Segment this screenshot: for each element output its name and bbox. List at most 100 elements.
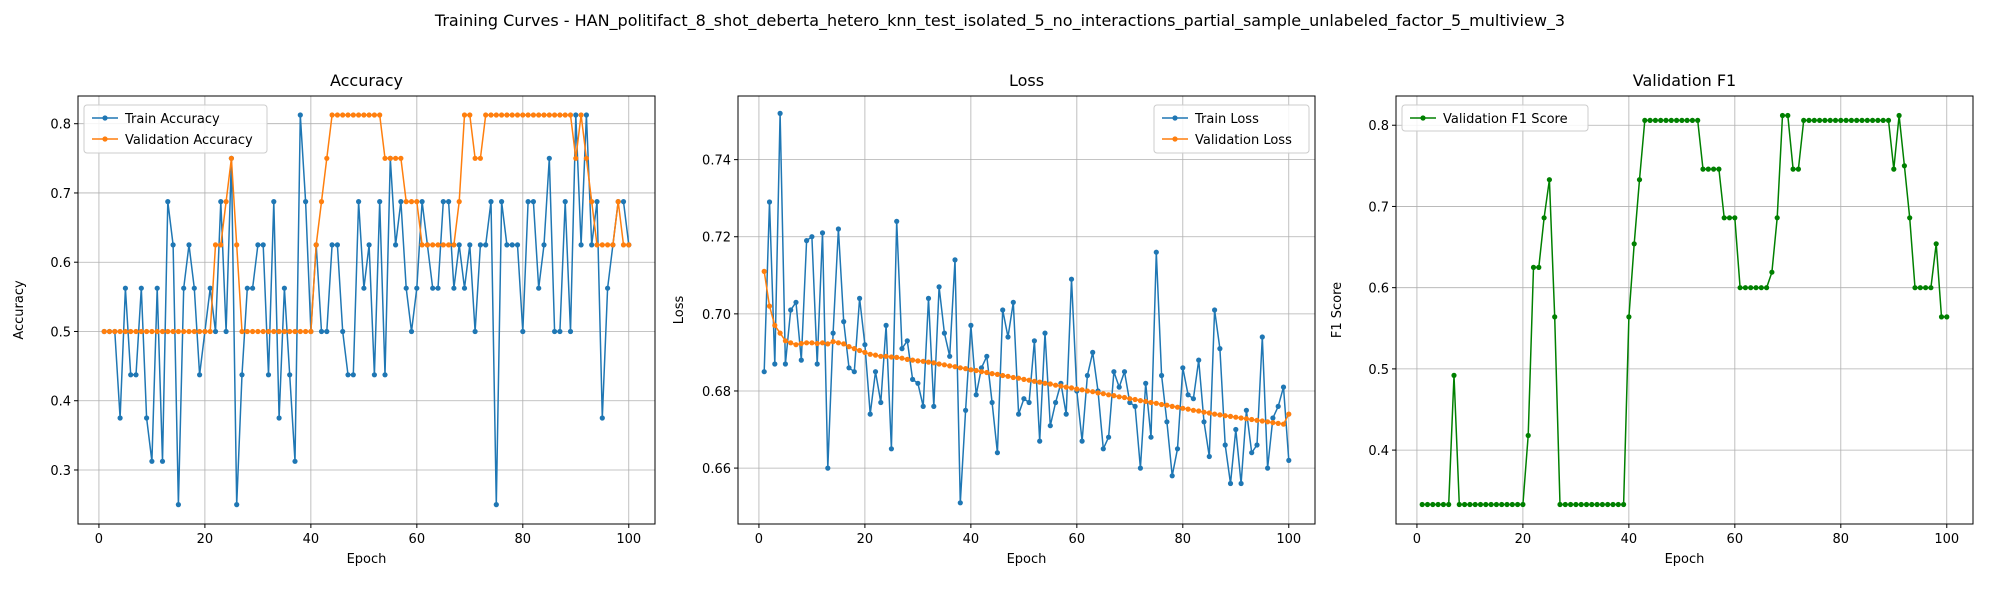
loss-series-line [763, 112, 1290, 504]
loss-y-tick-label: 0.74 [702, 154, 731, 169]
loss-x-tick-label: 40 [963, 532, 980, 547]
f1-data-point [1732, 215, 1738, 221]
accuracy-data-point [461, 285, 468, 291]
loss-series-0 [761, 110, 1292, 506]
accuracy-y-axis-label: Accuracy [12, 280, 27, 340]
accuracy-legend-box [83, 104, 268, 154]
f1-data-point [1536, 264, 1542, 270]
loss-data-point [1280, 384, 1287, 390]
loss-data-point [1053, 382, 1059, 388]
loss-data-point [1127, 396, 1133, 402]
f1-data-point [1832, 117, 1839, 123]
accuracy-data-point [128, 372, 134, 378]
f1-y-tick-label: 0.6 [1368, 282, 1389, 297]
f1-data-point [1562, 501, 1568, 508]
accuracy-data-point [356, 199, 362, 205]
loss-data-point [1227, 480, 1234, 487]
loss-data-point [1047, 423, 1053, 429]
f1-data-point [1700, 166, 1706, 172]
f1-data-point [1711, 166, 1717, 172]
loss-data-point [1275, 403, 1281, 409]
accuracy-axes-frame [77, 95, 656, 525]
loss-data-point [830, 339, 836, 345]
accuracy-data-point [276, 328, 282, 335]
loss-data-point [1031, 378, 1037, 384]
loss-data-point [920, 403, 926, 409]
loss-data-point [1137, 465, 1143, 471]
loss-legend: Train Loss Validation Loss [1153, 104, 1310, 154]
loss-data-point [809, 340, 815, 346]
accuracy-data-point [620, 242, 627, 248]
loss-data-point [814, 340, 820, 347]
accuracy-data-point [546, 112, 552, 118]
accuracy-data-point [144, 328, 150, 335]
loss-data-point [1042, 330, 1048, 336]
loss-data-point [1100, 446, 1106, 452]
f1-data-point [1621, 501, 1627, 508]
f1-data-point [1515, 501, 1521, 508]
loss-data-point [1084, 372, 1090, 379]
loss-data-point [814, 361, 820, 367]
accuracy-data-point [101, 328, 107, 335]
f1-data-point [1864, 117, 1870, 123]
f1-data-point [1885, 117, 1892, 123]
loss-data-point [1270, 415, 1276, 421]
loss-data-point [1254, 417, 1260, 423]
accuracy-data-point [165, 199, 171, 205]
loss-data-point [1037, 438, 1043, 444]
accuracy-data-point [509, 242, 515, 248]
loss-data-point [1143, 398, 1149, 404]
loss-data-point [883, 322, 889, 328]
f1-data-point [1880, 117, 1886, 123]
f1-data-point [1838, 117, 1844, 123]
loss-data-point [1079, 438, 1085, 444]
loss-data-point [1000, 372, 1006, 379]
loss-data-point [947, 353, 953, 359]
accuracy-data-point [133, 372, 139, 378]
loss-data-point [798, 357, 804, 363]
loss-data-point [1190, 407, 1196, 413]
f1-x-tick-label: 0 [1413, 532, 1421, 547]
loss-data-point [761, 369, 767, 375]
accuracy-data-point [456, 199, 462, 205]
loss-data-point [1090, 349, 1096, 355]
loss-data-point [846, 344, 852, 350]
loss-data-point [872, 352, 879, 358]
accuracy-data-point [514, 242, 521, 248]
f1-data-point [1477, 501, 1484, 508]
loss-chart: Loss 0 20 40 60 80 100 0.66 0.68 0.70 0.72 0.74 Epoc… [672, 71, 1316, 567]
accuracy-data-point [435, 285, 441, 291]
accuracy-data-point [318, 199, 325, 205]
f1-data-point [1451, 372, 1457, 378]
accuracy-data-point [239, 372, 245, 378]
accuracy-data-point [244, 328, 250, 335]
loss-data-point [1227, 413, 1234, 419]
accuracy-data-point [626, 242, 632, 248]
f1-data-point [1679, 117, 1685, 123]
accuracy-data-point [361, 112, 367, 118]
accuracy-data-point [138, 328, 144, 335]
f1-data-point [1938, 314, 1945, 320]
f1-data-point [1462, 501, 1468, 508]
loss-data-point [963, 407, 969, 413]
loss-data-point [904, 338, 910, 344]
loss-data-point [835, 340, 842, 346]
loss-data-point [1180, 405, 1186, 411]
loss-data-point [835, 226, 842, 232]
accuracy-data-point [440, 242, 446, 248]
accuracy-data-point [223, 328, 229, 335]
accuracy-data-point [567, 112, 574, 118]
accuracy-data-point [340, 328, 346, 335]
accuracy-data-point [122, 328, 128, 335]
f1-data-point [1605, 501, 1611, 508]
loss-data-point [1164, 419, 1170, 425]
loss-data-point [777, 110, 783, 116]
loss-data-point [1190, 396, 1196, 402]
accuracy-data-point [138, 285, 144, 291]
loss-data-point [1254, 442, 1260, 448]
accuracy-data-point [557, 328, 563, 335]
loss-data-point [1021, 396, 1027, 402]
loss-data-point [1111, 369, 1117, 375]
accuracy-data-point [536, 285, 542, 291]
loss-data-point [952, 257, 958, 263]
